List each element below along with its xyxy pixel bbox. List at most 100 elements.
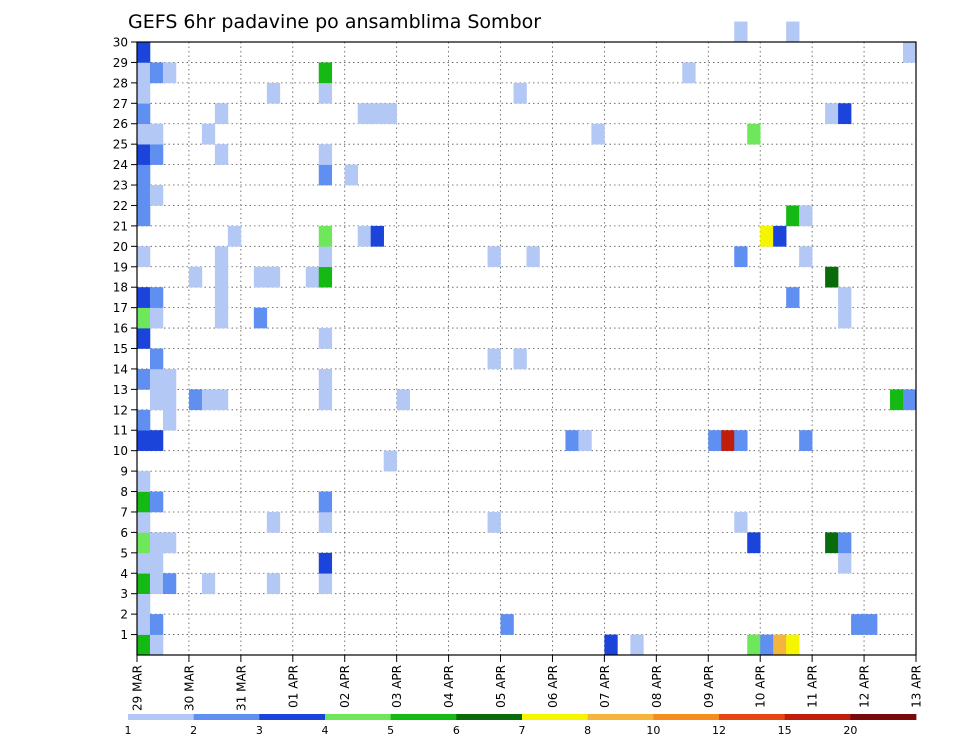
heatmap-cell — [137, 491, 151, 513]
colorbar-label: 7 — [519, 724, 526, 737]
heatmap-cell — [253, 307, 268, 329]
heatmap-cell — [318, 511, 333, 533]
heatmap-cell — [630, 634, 644, 656]
colorbar-swatch — [719, 714, 786, 720]
heatmap-cell — [149, 389, 164, 411]
heatmap-cell — [370, 103, 384, 125]
x-axis: 29 MAR 30 MAR 31 MAR 01 APR 02 APR 03 APR 04 A… — [131, 655, 924, 711]
heatmap-cell — [253, 266, 268, 288]
heatmap-cell — [838, 287, 852, 308]
heatmap-cell — [786, 634, 800, 656]
y-tick-label: 21 — [113, 219, 128, 233]
colorbar-swatch — [259, 714, 326, 720]
data-cells — [137, 21, 917, 656]
heatmap-cell — [487, 511, 501, 533]
heatmap-cell — [137, 552, 151, 574]
heatmap-cell — [149, 144, 164, 165]
y-tick-label: 10 — [113, 444, 128, 458]
heatmap-cell — [734, 246, 748, 268]
heatmap-cell — [357, 225, 371, 247]
heatmap-cell — [318, 573, 333, 594]
heatmap-cell — [357, 103, 371, 125]
colorbar-label: 5 — [387, 724, 394, 737]
heatmap-cell — [137, 614, 151, 635]
heatmap-cell — [851, 614, 865, 635]
y-tick-label: 2 — [120, 608, 128, 622]
heatmap-cell — [137, 593, 151, 615]
heatmap-cell — [500, 614, 514, 635]
heatmap-cell — [773, 225, 787, 247]
colorbar-label: 20 — [843, 724, 857, 737]
heatmap-cell — [318, 389, 333, 411]
heatmap-cell — [838, 552, 852, 574]
heatmap-cell — [838, 532, 852, 554]
heatmap-cell — [214, 266, 229, 288]
y-tick-label: 14 — [113, 362, 128, 376]
heatmap-cell — [149, 552, 164, 574]
heatmap-cell — [266, 511, 281, 533]
colorbar-swatch — [653, 714, 720, 720]
colorbar-swatch — [193, 714, 260, 720]
heatmap-cell — [760, 634, 774, 656]
colorbar-swatch — [784, 714, 851, 720]
x-tick-label: 06 APR — [546, 665, 560, 708]
x-tick-label: 02 APR — [338, 665, 352, 708]
heatmap-cell — [513, 348, 527, 370]
colorbar-swatch — [325, 714, 392, 720]
heatmap-cell — [266, 573, 281, 594]
heatmap-cell — [318, 368, 333, 390]
colorbar-swatch — [522, 714, 589, 720]
heatmap-cell — [201, 573, 216, 594]
heatmap-cell — [864, 614, 878, 635]
y-tick-label: 19 — [113, 260, 128, 274]
heatmap-cell — [786, 21, 800, 43]
heatmap-cell — [149, 634, 164, 656]
heatmap-cell — [137, 123, 151, 145]
heatmap-cell — [734, 430, 748, 451]
y-tick-label: 13 — [113, 383, 128, 397]
x-tick-label: 10 APR — [754, 665, 768, 708]
heatmap-cell — [760, 225, 774, 247]
colorbar-label: 2 — [190, 724, 197, 737]
heatmap-cell — [137, 42, 151, 63]
heatmap-cell — [578, 430, 592, 451]
heatmap-cell — [370, 225, 384, 247]
x-tick-label: 07 APR — [598, 665, 612, 708]
heatmap-cell — [799, 205, 813, 227]
heatmap-cell — [162, 389, 177, 411]
heatmap-cell — [214, 246, 229, 268]
heatmap-cell — [838, 307, 852, 329]
y-tick-label: 15 — [113, 342, 128, 356]
heatmap-cell — [513, 82, 527, 104]
heatmap-cell — [188, 266, 203, 288]
heatmap-cell — [137, 246, 151, 268]
colorbar-label: 4 — [322, 724, 329, 737]
heatmap-cell — [137, 573, 151, 594]
heatmap-cell — [149, 123, 164, 145]
heatmap-cell — [825, 266, 839, 288]
x-tick-label: 03 APR — [390, 665, 404, 708]
heatmap-cell — [890, 389, 904, 411]
heatmap-cell — [214, 389, 229, 411]
colorbar-swatch — [850, 714, 917, 720]
heatmap-cell — [318, 225, 333, 247]
heatmap-cell — [487, 348, 501, 370]
heatmap-cell — [799, 430, 813, 451]
heatmap-cell — [188, 389, 203, 411]
heatmap-cell — [137, 103, 151, 125]
heatmap-cell — [149, 532, 164, 554]
y-axis: 1234567891011121314151617181920212223242… — [113, 36, 137, 642]
heatmap-cell — [149, 368, 164, 390]
heatmap-cell — [149, 62, 164, 84]
heatmap-cell — [318, 164, 333, 186]
heatmap-cell — [162, 368, 177, 390]
heatmap-cell — [838, 103, 852, 125]
heatmap-cell — [786, 287, 800, 308]
heatmap-cell — [747, 532, 761, 554]
y-tick-label: 9 — [120, 465, 128, 479]
heatmap-cell — [201, 123, 216, 145]
heatmap-cell — [344, 164, 359, 186]
y-tick-label: 20 — [113, 240, 128, 254]
colorbar-label: 3 — [256, 724, 263, 737]
